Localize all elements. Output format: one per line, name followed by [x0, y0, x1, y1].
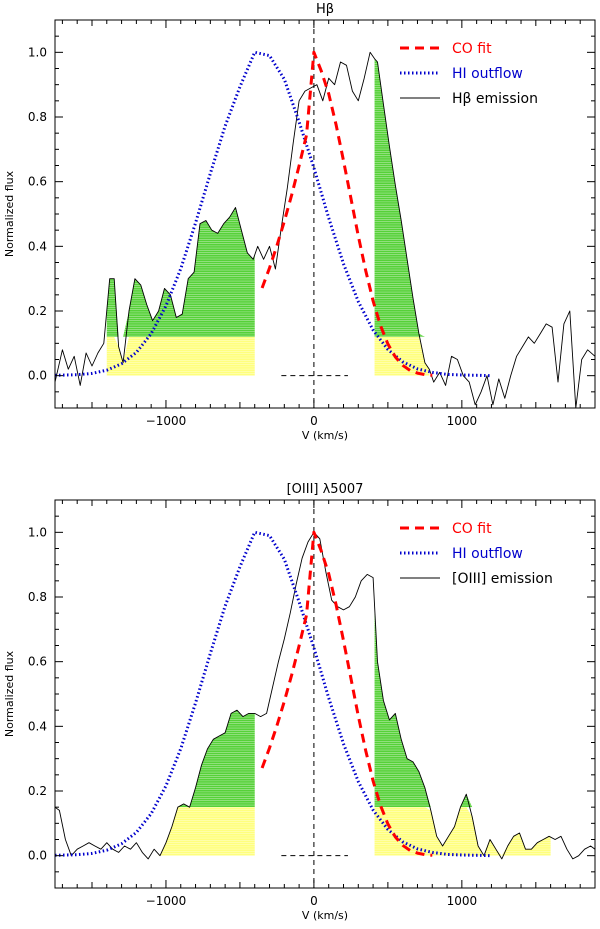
- legend-label-hi-outflow: HI outflow: [452, 66, 523, 82]
- shaded-green-region: [374, 605, 551, 808]
- legend: CO fit HI outflow Hβ emission: [400, 41, 538, 107]
- plot-area: [55, 500, 595, 888]
- legend-label-emission: Hβ emission: [452, 91, 538, 107]
- legend-label-emission: [OIII] emission: [452, 571, 553, 587]
- x-tick-label: 0: [310, 414, 318, 428]
- hi-outflow-line: [55, 530, 492, 858]
- hi-outflow-line: [55, 50, 492, 378]
- y-tick-label: 0.6: [28, 655, 47, 669]
- co-fit-line: [260, 50, 433, 377]
- shade-hatching: [158, 710, 255, 856]
- co-fit-line: [260, 530, 433, 857]
- y-tick-label: 1.0: [28, 45, 47, 59]
- y-tick-label: 0.6: [28, 175, 47, 189]
- emission-line: [55, 531, 595, 860]
- emission-line: [55, 51, 595, 408]
- x-tick-label: 0: [310, 894, 318, 908]
- shaded-green-region: [374, 58, 430, 337]
- plot-area: [55, 20, 595, 408]
- x-tick-label: 1000: [447, 894, 478, 908]
- x-tick-label: −1000: [146, 414, 187, 428]
- panel-1: 0.0 0.2 0.4 0.6 0.8 1.0 −1000 0 1000 Hβ V (km/s) No…: [3, 2, 596, 442]
- y-tick-label: 1.0: [28, 525, 47, 539]
- x-axis-label: V (km/s): [302, 429, 348, 442]
- y-tick-label: 0.0: [28, 369, 47, 383]
- shaded-yellow-region: [106, 336, 255, 376]
- y-tick-label: 0.0: [28, 849, 47, 863]
- panel-title: Hβ: [316, 2, 334, 17]
- y-axis-label: Normalized flux: [3, 170, 16, 257]
- x-tick-label: 1000: [447, 414, 478, 428]
- shade-hatching: [374, 606, 551, 856]
- y-tick-label: 0.2: [28, 304, 47, 318]
- shaded-green-region: [106, 207, 255, 337]
- y-tick-label: 0.2: [28, 784, 47, 798]
- panel-title: [OIII] λ5007: [287, 482, 364, 497]
- legend: CO fit HI outflow [OIII] emission: [400, 521, 553, 587]
- y-tick-label: 0.4: [28, 239, 47, 253]
- x-tick-label: −1000: [146, 894, 187, 908]
- panel-2: 0.0 0.2 0.4 0.6 0.8 1.0 −1000 0 1000 [OIII] λ5007…: [3, 482, 596, 922]
- y-tick-label: 0.8: [28, 110, 47, 124]
- y-tick-label: 0.4: [28, 719, 47, 733]
- x-axis-label: V (km/s): [302, 909, 348, 922]
- legend-label-co-fit: CO fit: [452, 521, 492, 537]
- y-axis-label: Normalized flux: [3, 650, 16, 737]
- y-tick-label: 0.8: [28, 590, 47, 604]
- legend-label-co-fit: CO fit: [452, 41, 492, 57]
- legend-label-hi-outflow: HI outflow: [452, 546, 523, 562]
